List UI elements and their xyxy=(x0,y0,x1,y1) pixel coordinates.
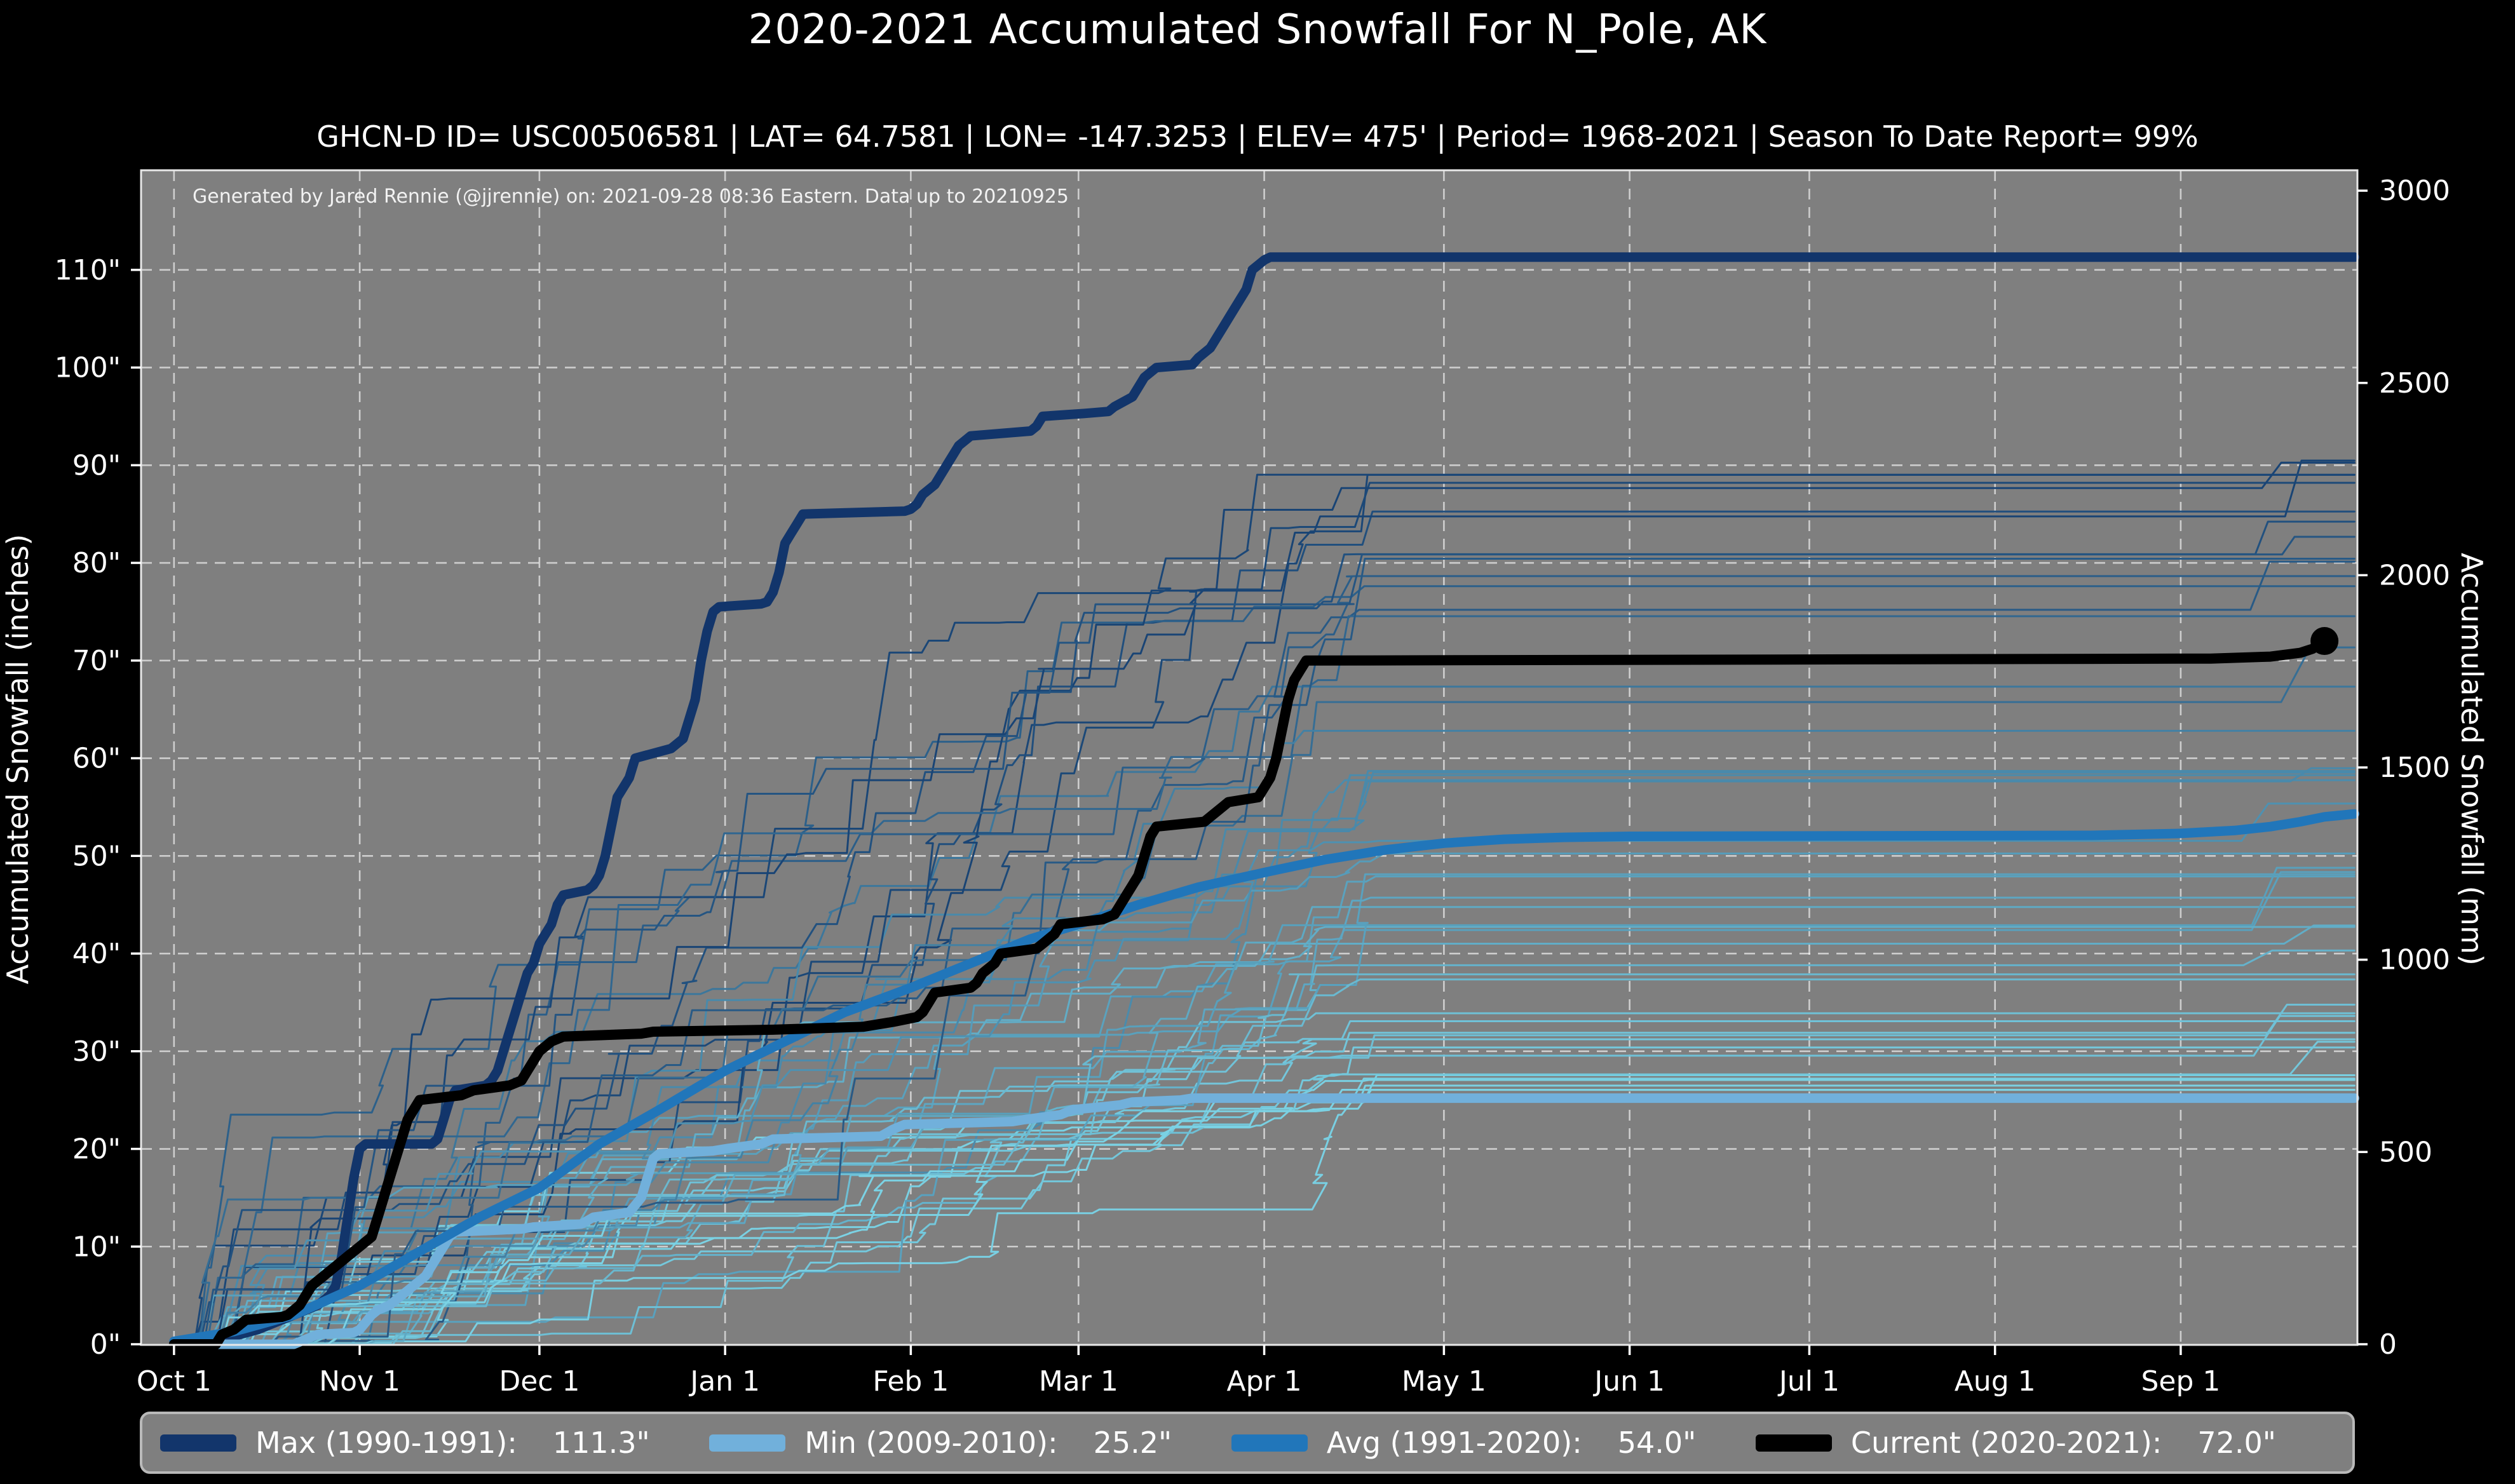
x-tick-label: Apr 1 xyxy=(1227,1365,1302,1398)
x-tick-label: Jul 1 xyxy=(1777,1365,1840,1398)
gridlines xyxy=(141,170,2357,1345)
legend-swatch xyxy=(709,1434,786,1452)
x-tick-label: Aug 1 xyxy=(1955,1365,2036,1398)
x-tick-label: Sep 1 xyxy=(2141,1365,2220,1398)
y-tick-label-mm: 1000 xyxy=(2379,944,2450,976)
chart-legend: Max (1990-1991): 111.3" Min (2009-2010): 25… xyxy=(140,1412,2355,1474)
year-line xyxy=(173,1004,2356,1346)
x-tick-label: Dec 1 xyxy=(499,1365,580,1398)
legend-swatch xyxy=(160,1434,236,1452)
page-title: 2020-2021 Accumulated Snowfall For N_Pol… xyxy=(748,6,1767,53)
y-tick-label-inches: 0" xyxy=(90,1328,121,1361)
x-tick-label: Nov 1 xyxy=(319,1365,400,1398)
current-endpoint-marker xyxy=(2310,627,2339,656)
generated-by-annotation: Generated by Jared Rennie (@jjrennie) on… xyxy=(193,186,1069,208)
min-series-line xyxy=(169,1093,2359,1349)
year-line xyxy=(173,978,2356,1346)
x-tick-label: Jun 1 xyxy=(1592,1365,1665,1398)
avg-series-line xyxy=(169,809,2359,1346)
legend-value: 111.3" xyxy=(552,1426,650,1460)
y-tick-label-inches: 70" xyxy=(72,645,121,677)
legend-swatch xyxy=(1231,1434,1308,1452)
y-tick-label-mm: 500 xyxy=(2379,1136,2432,1168)
year-line xyxy=(173,461,2356,1346)
x-tick-label: Mar 1 xyxy=(1039,1365,1118,1398)
y-tick-label-mm: 2000 xyxy=(2379,559,2450,591)
y-tick-label-mm: 1500 xyxy=(2379,752,2450,784)
y-tick-label-inches: 40" xyxy=(72,938,121,970)
y-tick-label-mm: 0 xyxy=(2379,1328,2397,1361)
max-series-line xyxy=(169,252,2359,1349)
year-line xyxy=(173,770,2356,1346)
legend-value: 25.2" xyxy=(1093,1426,1172,1460)
year-line xyxy=(173,1077,2356,1346)
year-line xyxy=(173,853,2356,1346)
y-tick-label-inches: 110" xyxy=(55,254,121,287)
legend-label: Min (2009-2010): xyxy=(804,1426,1058,1460)
station-metadata-subtitle: GHCN-D ID= USC00506581 | LAT= 64.7581 | … xyxy=(316,119,2199,154)
year-line xyxy=(173,1089,2356,1346)
year-line xyxy=(173,729,2356,1346)
x-tick-label: May 1 xyxy=(1402,1365,1486,1398)
year-line xyxy=(173,685,2356,1346)
x-tick-label: Oct 1 xyxy=(137,1365,212,1398)
year-line xyxy=(173,924,2356,1346)
legend-item: Current (2020-2021): 72.0" xyxy=(1755,1426,2276,1460)
legend-item: Max (1990-1991): 111.3" xyxy=(160,1426,650,1460)
axis-ticks xyxy=(131,189,2368,1355)
legend-item: Min (2009-2010): 25.2" xyxy=(709,1426,1172,1460)
x-tick-label: Jan 1 xyxy=(688,1365,760,1398)
y-tick-label-inches: 90" xyxy=(72,449,121,482)
year-line xyxy=(173,459,2356,1346)
legend-label: Current (2020-2021): xyxy=(1850,1426,2162,1460)
legend-item: Avg (1991-2020): 54.0" xyxy=(1231,1426,1697,1460)
legend-value: 54.0" xyxy=(1617,1426,1697,1460)
year-line xyxy=(173,585,2356,1346)
year-line xyxy=(173,1015,2356,1346)
year-line xyxy=(173,520,2356,1346)
y-tick-label-inches: 30" xyxy=(72,1035,121,1068)
x-tick-label: Feb 1 xyxy=(872,1365,949,1398)
year-line xyxy=(173,615,2356,1346)
year-line xyxy=(173,867,2356,1346)
legend-value: 72.0" xyxy=(2197,1426,2276,1460)
y-tick-label-inches: 100" xyxy=(55,352,121,384)
axis-tick-labels: 0" 10" 20" 30" 40" 50" 60" 70" 80" 90" 100" 110" 0 50… xyxy=(55,175,2450,1398)
background-year-lines xyxy=(173,459,2356,1346)
y-tick-label-inches: 80" xyxy=(72,547,121,579)
year-line xyxy=(173,973,2356,1346)
y-tick-label-inches: 60" xyxy=(72,743,121,775)
year-line xyxy=(173,558,2356,1346)
y-tick-label-inches: 10" xyxy=(72,1231,121,1263)
y-tick-label-mm: 2500 xyxy=(2379,367,2450,400)
year-line xyxy=(173,771,2356,1346)
current-series-line xyxy=(168,627,2339,1349)
legend-swatch xyxy=(1755,1434,1832,1452)
legend-label: Max (1990-1991): xyxy=(255,1426,517,1460)
y-tick-label-inches: 50" xyxy=(72,840,121,872)
y-tick-label-mm: 3000 xyxy=(2379,175,2450,207)
year-line xyxy=(173,1046,2356,1346)
y-tick-label-inches: 20" xyxy=(72,1133,121,1166)
year-line xyxy=(173,1089,2356,1346)
legend-label: Avg (1991-2020): xyxy=(1326,1426,1582,1460)
